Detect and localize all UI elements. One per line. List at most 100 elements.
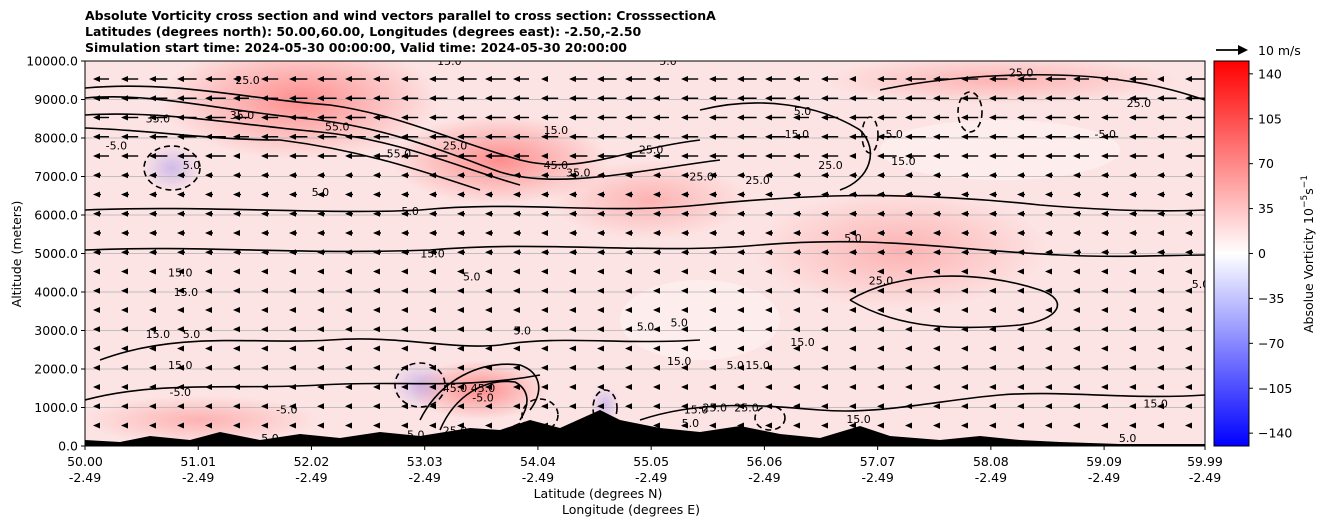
contour-label: 5.0: [727, 359, 745, 372]
wind-vector-head: [233, 384, 240, 390]
wind-vector-head: [653, 384, 660, 390]
wind-vector: [205, 230, 213, 236]
wind-vector-head: [989, 230, 996, 236]
wind-vector-head: [205, 307, 212, 313]
wind-vector-head: [1045, 364, 1052, 371]
wind-vector: [989, 210, 997, 217]
wind-vector-head: [849, 133, 856, 140]
wind-vector: [961, 210, 969, 217]
wind-vector-head: [541, 307, 548, 313]
wind-vector: [93, 210, 101, 217]
wind-vector-head: [373, 422, 380, 429]
wind-vector-head: [709, 230, 716, 236]
wind-vector-head: [289, 191, 296, 198]
wind-vector-head: [1129, 230, 1136, 236]
wind-vector: [877, 268, 884, 275]
wind-vector-head: [961, 133, 968, 140]
wind-vector: [737, 133, 757, 140]
wind-vector-head: [933, 210, 940, 217]
wind-vector: [625, 307, 632, 313]
wind-vector: [877, 210, 885, 217]
contour-label: 25.0: [869, 274, 894, 287]
wind-vector: [1185, 153, 1205, 159]
wind-vector: [1017, 230, 1025, 236]
wind-vector-head: [1157, 384, 1164, 390]
x-tick-label-lat: 54.04: [520, 454, 556, 469]
wind-vector-head: [93, 403, 100, 410]
wind-vector-head: [821, 384, 828, 390]
wind-vector: [625, 268, 632, 275]
wind-vector: [289, 230, 297, 236]
wind-vector: [793, 230, 801, 236]
wind-vector-head: [597, 114, 604, 121]
wind-vector-head: [177, 114, 184, 121]
wind-vector-head: [933, 249, 940, 256]
wind-vector-head: [933, 345, 940, 352]
wind-vector-head: [1185, 95, 1192, 102]
wind-vector: [905, 76, 926, 82]
wind-vector: [513, 384, 520, 390]
wind-vector-head: [289, 326, 296, 333]
wind-vector: [177, 133, 197, 140]
wind-vector-head: [541, 249, 548, 256]
wind-vector: [317, 307, 324, 313]
wind-vector-head: [989, 307, 996, 313]
wind-vector: [261, 307, 268, 313]
wind-vector-head: [933, 268, 940, 275]
wind-vector-head: [905, 95, 912, 102]
wind-vector-head: [93, 287, 100, 294]
wind-vector-head: [177, 230, 184, 236]
wind-vector-head: [93, 95, 100, 102]
wind-vector-head: [93, 384, 100, 390]
wind-vector: [1017, 268, 1024, 275]
wind-vector-head: [513, 364, 520, 371]
wind-vector-head: [1073, 191, 1080, 198]
wind-vector-head: [933, 153, 940, 159]
wind-vector-head: [93, 191, 100, 198]
wind-vector: [1045, 114, 1066, 121]
wind-vector-head: [149, 384, 156, 390]
wind-vector: [681, 114, 699, 121]
wind-vector: [1073, 422, 1080, 429]
wind-vector-head: [121, 95, 128, 102]
wind-vector: [233, 249, 241, 256]
wind-vector-head: [261, 287, 268, 294]
wind-vector-head: [401, 422, 408, 429]
y-tick-label: 3000.0: [34, 323, 78, 338]
wind-vector-head: [1157, 326, 1164, 333]
wind-vector-head: [1185, 403, 1192, 410]
wind-vector: [93, 249, 101, 256]
wind-vector-head: [401, 172, 408, 179]
wind-vector-head: [737, 307, 744, 313]
wind-vector-head: [989, 364, 996, 371]
wind-vector-head: [401, 191, 408, 198]
contour-label: 25.0: [639, 143, 664, 156]
wind-vector-head: [989, 249, 996, 256]
wind-vector: [233, 95, 249, 102]
wind-vector: [1017, 95, 1037, 102]
wind-vector-head: [709, 95, 716, 102]
wind-vector-head: [821, 76, 828, 82]
wind-vector: [233, 172, 241, 179]
wind-vector-head: [653, 153, 660, 159]
wind-vector-head: [933, 326, 940, 333]
wind-vector: [345, 403, 352, 410]
wind-vector-head: [1157, 403, 1164, 410]
wind-vector-head: [877, 191, 884, 198]
wind-vector: [1101, 230, 1109, 236]
wind-vector: [1101, 133, 1119, 140]
wind-vector: [1073, 172, 1081, 179]
contour-label: 25.0: [734, 401, 759, 414]
wind-vector-head: [457, 403, 464, 410]
wind-vector-head: [653, 191, 660, 198]
wind-vector: [709, 191, 717, 198]
wind-vector-head: [765, 249, 772, 256]
wind-vector-head: [709, 345, 716, 352]
wind-vector-head: [373, 268, 380, 275]
wind-vector-head: [877, 307, 884, 313]
wind-vector-head: [261, 230, 268, 236]
wind-vector-head: [149, 191, 156, 198]
wind-vector-head: [1101, 114, 1108, 121]
wind-vector: [121, 230, 129, 236]
x-tick-label-lon: -2.49: [409, 470, 441, 485]
